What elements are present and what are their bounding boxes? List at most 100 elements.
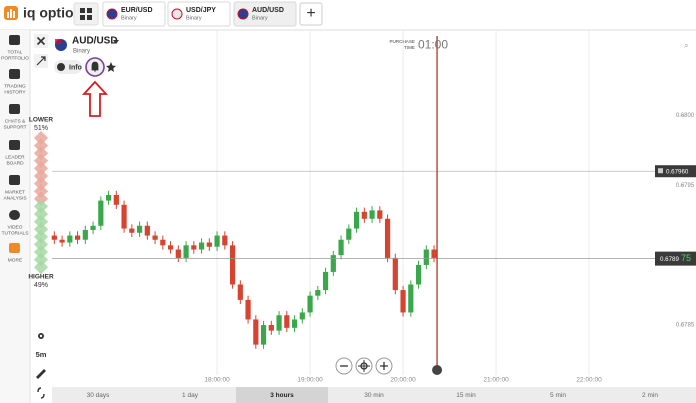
zoom-reset[interactable] — [355, 357, 373, 375]
sidebar-label: LEADER — [5, 154, 25, 160]
asset-caret — [113, 40, 119, 44]
draw-tool[interactable] — [36, 369, 46, 379]
sidebar-label: SUPPORT — [3, 124, 26, 130]
period-button[interactable]: 30 min — [364, 392, 384, 399]
info-icon — [57, 63, 65, 71]
period-button[interactable]: 3 hours — [236, 387, 328, 403]
asset-name: AUD/USD — [72, 36, 118, 47]
x-tick-label: 21:00:00 — [483, 377, 509, 384]
candle-body — [222, 235, 228, 246]
candle-body — [214, 235, 220, 247]
period-button[interactable]: 15 min — [456, 392, 476, 399]
add-tab-label: + — [306, 5, 315, 22]
info-button[interactable]: Info — [54, 60, 82, 74]
candle-body — [276, 315, 282, 331]
candle-body — [167, 245, 174, 250]
sidebar-label: HISTORY — [4, 89, 26, 95]
zoom-reset-cross — [358, 360, 370, 372]
zoom-out[interactable] — [335, 357, 353, 375]
settings-tool[interactable] — [37, 387, 45, 399]
asset-kind: Binary — [73, 49, 90, 55]
candle-body — [160, 239, 166, 246]
tab-flag — [171, 8, 183, 20]
candle-body — [353, 211, 360, 229]
lower-value: 51% — [34, 125, 48, 132]
add-tab[interactable]: + — [299, 2, 323, 26]
sidebar-icon — [9, 210, 20, 220]
tab-pair: EUR/USD — [121, 7, 153, 14]
tab-bg — [167, 1, 231, 27]
collapse-button[interactable] — [34, 54, 48, 68]
asset-selector[interactable]: AUD/USD Binary — [55, 36, 119, 55]
candle-body — [74, 235, 81, 240]
candle-body — [183, 245, 189, 258]
higher-value: 49% — [34, 282, 48, 289]
sidebar-icon — [9, 104, 20, 114]
add-tab-bg — [299, 2, 323, 26]
close-icon — [36, 36, 46, 46]
sidebar-label: PORTFOLIO — [1, 55, 29, 61]
logo[interactable]: iq option — [4, 5, 82, 21]
level-label: 0.67960 — [666, 168, 689, 175]
candle-body — [369, 210, 375, 219]
period-button[interactable]: 1 day — [182, 392, 199, 399]
candle-body — [423, 249, 429, 265]
tab-bg — [102, 1, 166, 27]
candle-body — [59, 239, 65, 243]
y-tick-label: 0.6785 — [676, 323, 695, 329]
grid-icon — [87, 15, 92, 20]
zoom-in[interactable] — [375, 357, 393, 375]
alert-button[interactable] — [85, 57, 105, 77]
tab-kind: Binary — [186, 15, 202, 21]
sidebar-item[interactable]: MORE — [8, 243, 22, 263]
candle-body — [191, 245, 197, 250]
sidebar-label: TUTORIALS — [2, 230, 29, 236]
period-label: 2 min — [642, 392, 658, 399]
sidebar-label: MORE — [8, 257, 22, 263]
candle-body — [291, 319, 298, 328]
period-bar — [52, 387, 696, 403]
candle-body — [129, 228, 135, 233]
y-tick-label: 0.6795 — [676, 183, 695, 189]
favorite-button[interactable] — [106, 62, 116, 72]
interval-button[interactable]: 5m — [36, 350, 47, 359]
grid-button[interactable] — [73, 2, 99, 26]
sidebar-label: BOARD — [6, 160, 24, 166]
tab-pair: USD/JPY — [186, 7, 216, 14]
sidebar-label: ANALYSIS — [3, 195, 26, 201]
close-button[interactable] — [34, 34, 48, 48]
level-lock — [658, 168, 663, 174]
indicators-button[interactable] — [38, 333, 44, 339]
candle-body — [400, 290, 406, 313]
candle-body — [198, 242, 205, 250]
candle-body — [322, 271, 329, 291]
zoom-in-icon — [380, 362, 388, 370]
candle-body — [260, 325, 267, 345]
sidebar-item[interactable]: CHATS &SUPPORT — [3, 104, 27, 130]
sidebar-icon — [9, 140, 20, 150]
period-button[interactable]: 30 days — [87, 392, 111, 399]
period-button[interactable]: 2 min — [642, 392, 658, 399]
candle-body — [144, 225, 150, 236]
chart: 18:00:00 19:00:00 20:00:00 21:00:00 22:00:00… — [51, 30, 696, 384]
candle-body — [307, 295, 313, 313]
period-button[interactable]: 5 min — [550, 392, 566, 399]
candle-body — [330, 255, 336, 272]
candle-body — [113, 195, 119, 205]
candle-body — [175, 249, 181, 258]
periods: 30 days 1 day 3 hours 30 min 15 min 5 min 2 mi… — [87, 387, 658, 403]
sidebar-label: CHATS & — [5, 118, 26, 124]
candle-body — [377, 210, 383, 219]
indicators-icon-dot — [39, 334, 43, 338]
candle-body — [253, 319, 259, 345]
